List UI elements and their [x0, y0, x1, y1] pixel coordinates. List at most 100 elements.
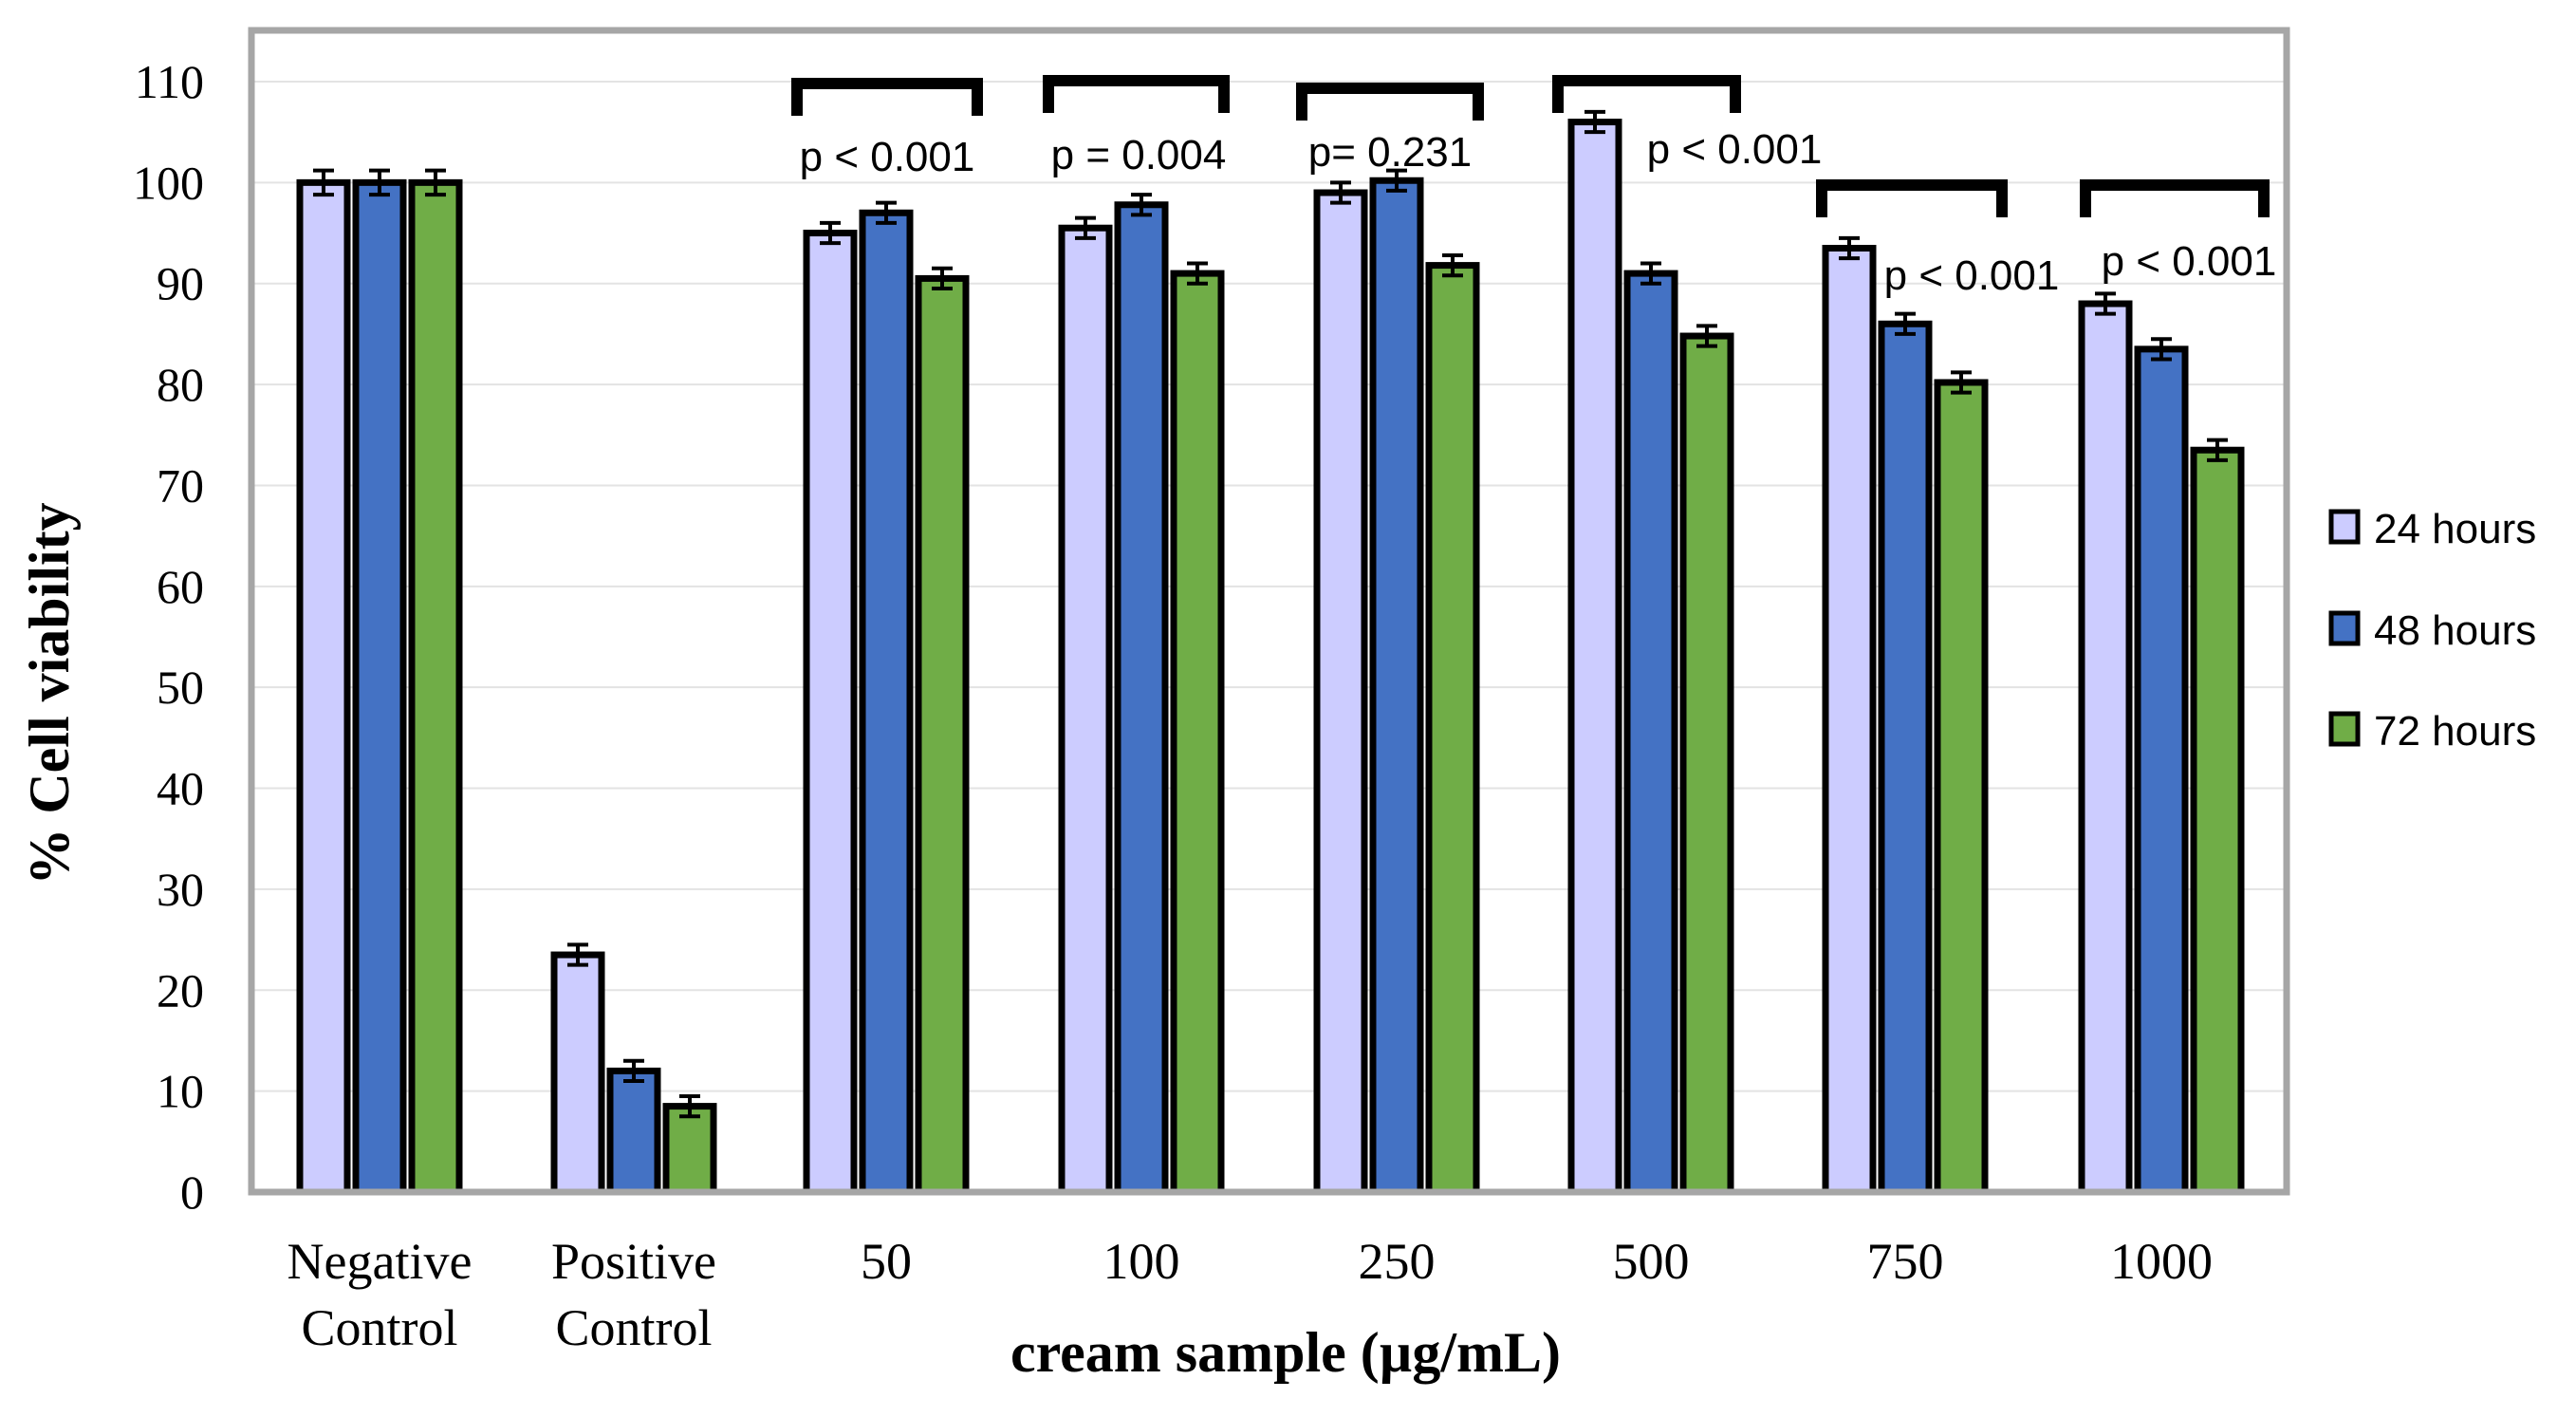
error-bar-1000-24-hours [2095, 291, 2116, 316]
x-category-label-100: 100 [1103, 1233, 1180, 1290]
bar-50-72-hours [915, 274, 970, 1196]
p-value-label-100: p = 0.004 [1051, 132, 1227, 178]
error-bar-negative-control-72-hours [425, 168, 446, 197]
legend: 24 hours 48 hours 72 hours [2328, 506, 2536, 755]
error-bar-250-48-hours [1386, 168, 1407, 193]
bar-negative-control-24-hours [296, 178, 351, 1196]
y-tick-labels: 0 10 20 30 40 50 60 70 80 90 100 110 [133, 55, 204, 1219]
error-bar-1000-48-hours [2151, 337, 2172, 362]
error-bar-negative-control-48-hours [369, 168, 390, 197]
bar-1000-48-hours [2134, 345, 2189, 1196]
error-bar-750-72-hours [1951, 370, 1972, 395]
error-bar-500-48-hours [1640, 261, 1661, 286]
significance-annotations: p < 0.001 p = 0.004 p= 0.231 p < 0.001 p < 0… [791, 75, 2277, 299]
y-tick-label-40: 40 [157, 762, 204, 815]
x-category-label-500: 500 [1613, 1233, 1690, 1290]
error-bars [313, 109, 2228, 1119]
significance-bracket-750 [1816, 179, 2008, 217]
y-tick-label-50: 50 [157, 661, 204, 714]
plot-frame [248, 27, 2290, 1196]
y-tick-label-30: 30 [157, 863, 204, 916]
bar-750-72-hours [1934, 379, 1989, 1196]
y-tick-label-20: 20 [157, 963, 204, 1016]
bar-negative-control-72-hours [408, 178, 463, 1196]
bar-250-72-hours [1425, 262, 1480, 1196]
bars [296, 119, 2245, 1196]
plot-area-border [248, 27, 2290, 1196]
y-tick-label-90: 90 [157, 257, 204, 310]
error-bar-1000-72-hours [2207, 438, 2228, 462]
p-value-label-1000: p < 0.001 [2102, 238, 2277, 285]
significance-bracket-100 [1043, 75, 1230, 113]
bar-250-48-hours [1369, 177, 1424, 1196]
legend-swatch-24-hours [2328, 509, 2361, 545]
y-tick-label-10: 10 [157, 1065, 204, 1118]
p-value-label-250: p= 0.231 [1308, 129, 1473, 176]
bar-100-48-hours [1114, 201, 1169, 1196]
significance-bracket-500 [1552, 75, 1741, 113]
bar-750-48-hours [1878, 320, 1933, 1196]
p-value-label-500: p < 0.001 [1647, 126, 1823, 173]
bar-500-72-hours [1679, 332, 1734, 1196]
error-bar-positive-control-24-hours [567, 942, 588, 967]
error-bar-500-72-hours [1696, 324, 1717, 348]
significance-bracket-250 [1296, 83, 1484, 121]
error-bar-100-48-hours [1131, 193, 1152, 217]
legend-swatch-48-hours [2328, 610, 2361, 646]
error-bar-positive-control-48-hours [623, 1058, 644, 1083]
bar-50-48-hours [859, 209, 914, 1196]
error-bar-500-24-hours [1585, 109, 1605, 135]
error-bar-negative-control-24-hours [313, 168, 334, 197]
x-category-label-negative-control-line1: Negative [287, 1233, 473, 1290]
bar-100-72-hours [1170, 270, 1225, 1196]
x-category-label-negative-control-line2: Control [301, 1299, 457, 1356]
error-bar-250-24-hours [1330, 180, 1351, 205]
x-axis-title: cream sample (µg/mL) [1010, 1321, 1561, 1384]
error-bar-750-48-hours [1895, 311, 1916, 336]
bar-1000-72-hours [2190, 446, 2245, 1196]
y-tick-label-80: 80 [157, 358, 204, 411]
bar-750-24-hours [1822, 245, 1877, 1196]
y-axis-title: % Cell viability [18, 502, 81, 885]
p-value-label-50: p < 0.001 [800, 134, 975, 180]
y-tick-label-110: 110 [135, 55, 204, 108]
y-tick-label-100: 100 [133, 156, 204, 209]
bar-250-24-hours [1313, 189, 1368, 1196]
y-tick-label-0: 0 [180, 1165, 204, 1219]
bar-positive-control-72-hours [662, 1103, 717, 1196]
x-category-label-750: 750 [1867, 1233, 1944, 1290]
error-bar-750-24-hours [1839, 235, 1860, 261]
significance-bracket-50 [791, 78, 983, 116]
error-bar-positive-control-72-hours [679, 1093, 700, 1119]
legend-label-24-hours: 24 hours [2374, 506, 2536, 552]
legend-label-72-hours: 72 hours [2374, 708, 2536, 755]
error-bar-100-24-hours [1075, 215, 1096, 240]
legend-swatch-72-hours [2328, 711, 2361, 747]
x-category-label-positive-control-line1: Positive [551, 1233, 716, 1290]
error-bar-50-48-hours [876, 200, 897, 225]
bar-positive-control-48-hours [606, 1067, 661, 1196]
y-tick-label-60: 60 [157, 560, 204, 613]
bar-50-24-hours [803, 230, 858, 1196]
y-tick-label-70: 70 [157, 458, 204, 512]
bar-500-48-hours [1623, 270, 1678, 1196]
legend-label-48-hours: 48 hours [2374, 607, 2536, 654]
error-bar-50-72-hours [932, 266, 953, 291]
error-bar-250-72-hours [1442, 252, 1463, 278]
error-bar-50-24-hours [820, 220, 841, 246]
bar-positive-control-24-hours [550, 951, 605, 1196]
x-category-label-1000: 1000 [2110, 1233, 2213, 1290]
x-category-label-positive-control-line2: Control [555, 1299, 712, 1356]
bar-negative-control-48-hours [352, 178, 407, 1196]
p-value-label-750: p < 0.001 [1884, 252, 2060, 299]
x-category-labels: Negative Control Positive Control 50 100 250 50… [287, 1233, 2213, 1356]
bar-1000-24-hours [2078, 300, 2133, 1196]
bar-100-24-hours [1058, 224, 1113, 1196]
x-category-label-250: 250 [1359, 1233, 1436, 1290]
x-category-label-50: 50 [861, 1233, 912, 1290]
bar-500-24-hours [1567, 119, 1622, 1196]
error-bar-100-72-hours [1187, 261, 1208, 286]
significance-bracket-1000 [2080, 179, 2270, 217]
